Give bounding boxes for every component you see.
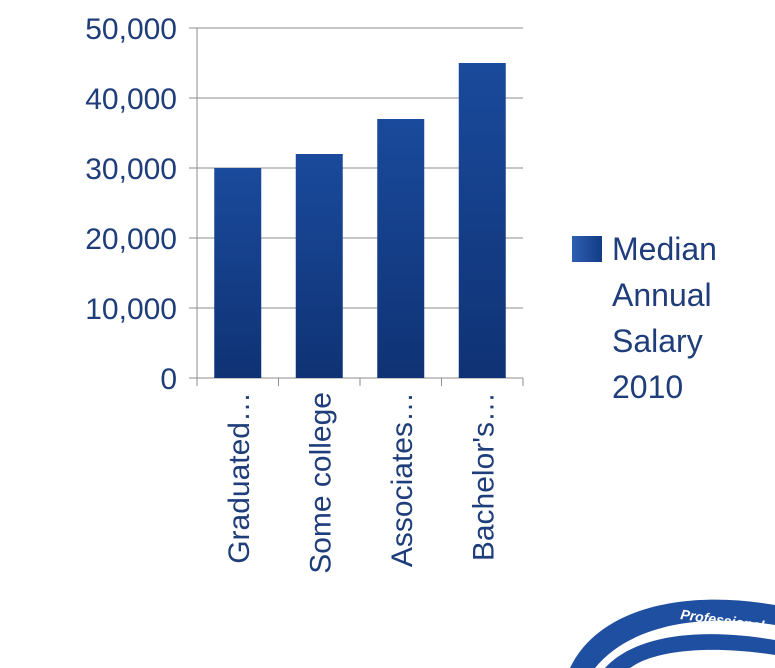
x-tick-label: Some college xyxy=(304,392,337,574)
logo: Professional xyxy=(570,599,775,668)
logo-swoosh-inner xyxy=(605,634,775,668)
y-tick-label: 20,000 xyxy=(85,223,177,256)
y-tick-label: 30,000 xyxy=(85,153,177,186)
legend-line-3: Salary xyxy=(612,323,703,359)
legend-line-4: 2010 xyxy=(612,369,684,405)
bar xyxy=(295,154,343,378)
legend-swatch xyxy=(572,236,602,262)
logo-swoosh-outer xyxy=(570,599,775,668)
y-tick-label: 0 xyxy=(160,363,177,396)
y-tick-label: 50,000 xyxy=(85,13,177,46)
bars xyxy=(214,63,506,378)
x-tick-label: Bachelor's… xyxy=(467,392,500,561)
x-tick-label: Associates… xyxy=(386,392,419,567)
y-tick-label: 40,000 xyxy=(85,83,177,116)
category-labels: Graduated… Some college Associates… Bachelo… xyxy=(223,392,501,574)
bar xyxy=(214,168,262,378)
legend-label: Median Annual Salary 2010 xyxy=(612,226,772,410)
legend-line-2: Annual xyxy=(612,277,712,313)
bar xyxy=(458,63,506,378)
y-tick-labels: 0 10,000 20,000 30,000 40,000 50,000 xyxy=(85,13,177,396)
bar xyxy=(377,119,425,378)
x-tick-label: Graduated… xyxy=(223,392,256,564)
y-tick-label: 10,000 xyxy=(85,293,177,326)
legend-line-1: Median xyxy=(612,231,717,267)
